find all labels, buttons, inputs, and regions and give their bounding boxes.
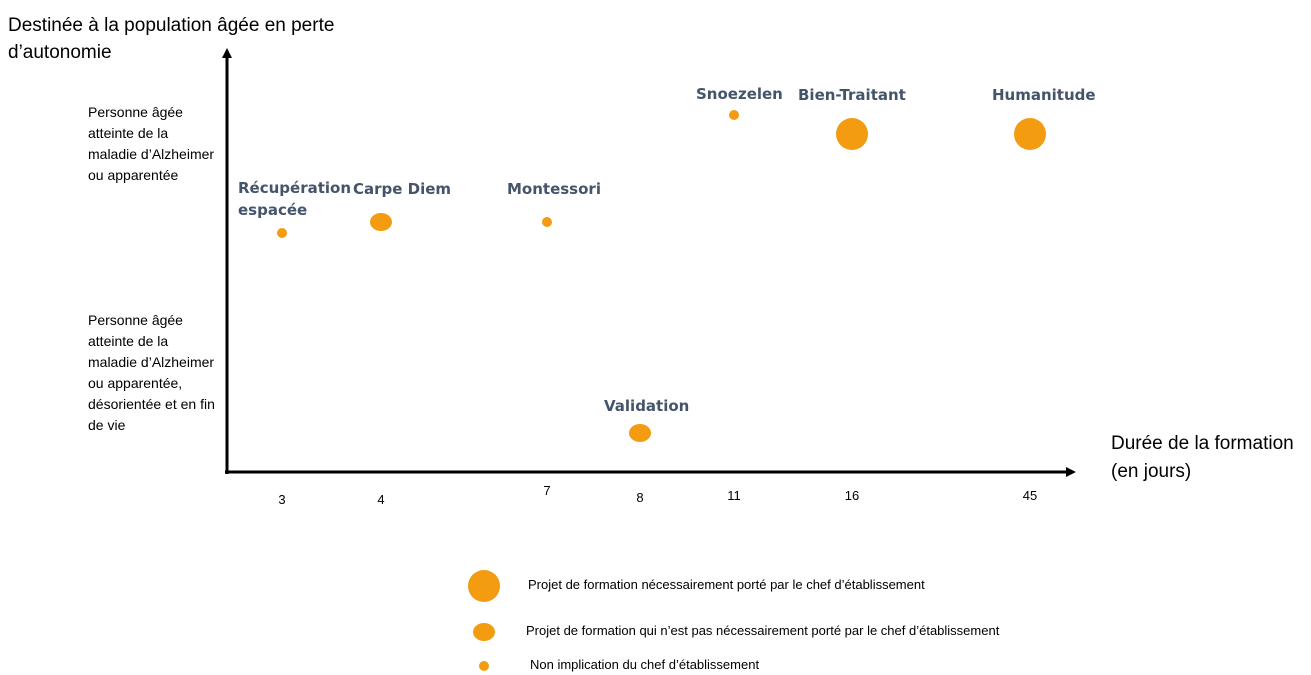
x-tick-label-2: 7 bbox=[543, 483, 551, 498]
x-tick-label-0: 3 bbox=[278, 492, 286, 507]
point-marker-4 bbox=[729, 110, 739, 120]
legend-text-0: Projet de formation nécessairement porté… bbox=[528, 577, 925, 592]
point-label-1: Carpe Diem bbox=[353, 180, 452, 198]
y-category-alzheimer: Personne âgée atteinte de la maladie d’A… bbox=[88, 104, 215, 183]
y-axis-title: Destinée à la population âgée en perte d… bbox=[8, 15, 335, 63]
y-category-alzheimer-fin-de-vie: Personne âgée atteinte de la maladie d’A… bbox=[88, 312, 215, 433]
point-marker-5 bbox=[836, 118, 868, 150]
x-tick-label-3: 8 bbox=[636, 490, 644, 505]
x-axis-title: Durée de la formation (en jours) bbox=[1111, 433, 1294, 482]
legend-text-2: Non implication du chef d’établissement bbox=[530, 657, 760, 672]
x-tick-label-5: 16 bbox=[844, 488, 860, 503]
legend-text-1: Projet de formation qui n’est pas nécess… bbox=[526, 623, 1000, 638]
legend-marker-0 bbox=[468, 570, 500, 602]
point-marker-2 bbox=[542, 217, 552, 227]
point-marker-3 bbox=[629, 424, 651, 442]
legend-marker-2 bbox=[479, 661, 489, 671]
point-marker-6 bbox=[1014, 118, 1046, 150]
x-tick-label-4: 11 bbox=[727, 488, 741, 503]
point-label-2: Montessori bbox=[507, 180, 601, 198]
point-marker-1 bbox=[370, 213, 392, 231]
point-label-5: Bien-Traitant bbox=[798, 86, 906, 104]
x-tick-label-6: 45 bbox=[1022, 488, 1038, 503]
point-label-3: Validation bbox=[604, 397, 690, 415]
point-label-4: Snoezelen bbox=[696, 85, 783, 103]
point-label-0: Récupération espacée bbox=[238, 179, 352, 219]
point-marker-0 bbox=[277, 228, 287, 238]
x-tick-label-1: 4 bbox=[377, 492, 385, 507]
legend-marker-1 bbox=[473, 623, 495, 641]
point-label-6: Humanitude bbox=[992, 86, 1096, 104]
